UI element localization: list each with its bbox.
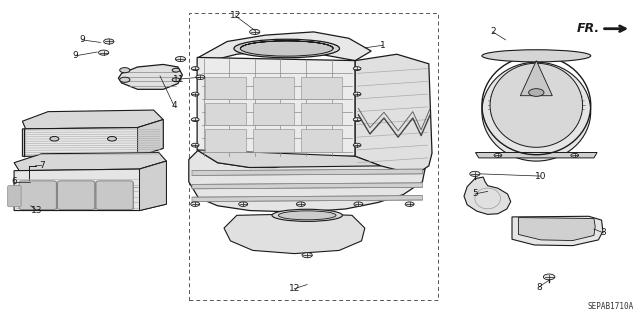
Circle shape xyxy=(543,274,555,280)
Circle shape xyxy=(239,202,248,206)
Circle shape xyxy=(99,50,109,55)
Bar xyxy=(253,103,294,125)
Circle shape xyxy=(571,153,579,157)
Text: 11: 11 xyxy=(173,75,185,84)
Text: 6: 6 xyxy=(12,177,17,186)
Text: 7: 7 xyxy=(39,161,44,170)
Circle shape xyxy=(405,202,414,206)
Bar xyxy=(189,13,438,300)
Bar xyxy=(301,129,342,152)
Polygon shape xyxy=(512,216,603,246)
Bar xyxy=(253,129,294,152)
Polygon shape xyxy=(189,150,426,212)
Circle shape xyxy=(250,29,260,34)
Text: 12: 12 xyxy=(230,11,241,20)
Polygon shape xyxy=(224,214,365,254)
Polygon shape xyxy=(198,32,371,61)
Circle shape xyxy=(191,67,199,70)
Bar xyxy=(301,103,342,125)
Polygon shape xyxy=(197,150,381,167)
Text: 13: 13 xyxy=(31,206,43,215)
Circle shape xyxy=(108,137,116,141)
Polygon shape xyxy=(14,152,166,171)
FancyBboxPatch shape xyxy=(8,186,21,207)
Text: 4: 4 xyxy=(172,101,177,110)
Circle shape xyxy=(175,56,186,62)
Text: 5: 5 xyxy=(472,189,477,198)
FancyBboxPatch shape xyxy=(19,181,56,210)
Polygon shape xyxy=(192,183,422,189)
Bar xyxy=(253,77,294,99)
FancyBboxPatch shape xyxy=(96,181,133,210)
Polygon shape xyxy=(520,61,552,96)
Ellipse shape xyxy=(272,209,342,221)
Ellipse shape xyxy=(482,62,591,161)
Bar xyxy=(205,129,246,152)
Polygon shape xyxy=(464,177,511,214)
Circle shape xyxy=(104,39,114,44)
Ellipse shape xyxy=(482,50,591,62)
Bar xyxy=(301,77,342,99)
FancyBboxPatch shape xyxy=(58,181,95,210)
Circle shape xyxy=(529,89,544,96)
Bar xyxy=(205,103,246,125)
Ellipse shape xyxy=(490,63,582,147)
Polygon shape xyxy=(22,110,163,129)
Circle shape xyxy=(172,68,180,72)
Circle shape xyxy=(353,67,361,70)
Polygon shape xyxy=(22,120,163,156)
Circle shape xyxy=(196,75,205,79)
Circle shape xyxy=(353,92,361,96)
Circle shape xyxy=(172,78,180,82)
Text: 2: 2 xyxy=(490,27,495,36)
Circle shape xyxy=(191,118,199,122)
Circle shape xyxy=(494,153,502,157)
Circle shape xyxy=(50,137,59,141)
Polygon shape xyxy=(14,161,166,211)
Circle shape xyxy=(191,202,200,206)
Text: 10: 10 xyxy=(535,172,547,181)
Text: 12: 12 xyxy=(289,284,300,293)
Text: 9: 9 xyxy=(79,35,84,44)
Polygon shape xyxy=(192,169,422,175)
Ellipse shape xyxy=(278,211,336,220)
Polygon shape xyxy=(355,54,432,172)
Polygon shape xyxy=(518,218,595,241)
Text: FR.: FR. xyxy=(577,22,600,35)
Circle shape xyxy=(191,143,199,147)
Circle shape xyxy=(353,143,361,147)
Polygon shape xyxy=(118,64,182,89)
Circle shape xyxy=(120,68,130,73)
Polygon shape xyxy=(192,196,422,202)
Ellipse shape xyxy=(241,41,333,56)
Polygon shape xyxy=(197,57,355,167)
Text: 9: 9 xyxy=(73,51,78,60)
Circle shape xyxy=(302,253,312,258)
Circle shape xyxy=(296,202,305,206)
Text: SEPAB1710A: SEPAB1710A xyxy=(588,302,634,311)
Circle shape xyxy=(353,118,361,122)
Polygon shape xyxy=(140,161,166,211)
Circle shape xyxy=(470,171,480,176)
Text: 3: 3 xyxy=(601,228,606,237)
Polygon shape xyxy=(476,152,597,158)
Ellipse shape xyxy=(234,39,340,58)
Text: 1: 1 xyxy=(380,41,385,50)
Circle shape xyxy=(354,202,363,206)
Bar xyxy=(205,77,246,99)
Circle shape xyxy=(191,92,199,96)
Circle shape xyxy=(120,77,130,82)
Polygon shape xyxy=(138,120,163,156)
Text: 8: 8 xyxy=(536,283,541,292)
